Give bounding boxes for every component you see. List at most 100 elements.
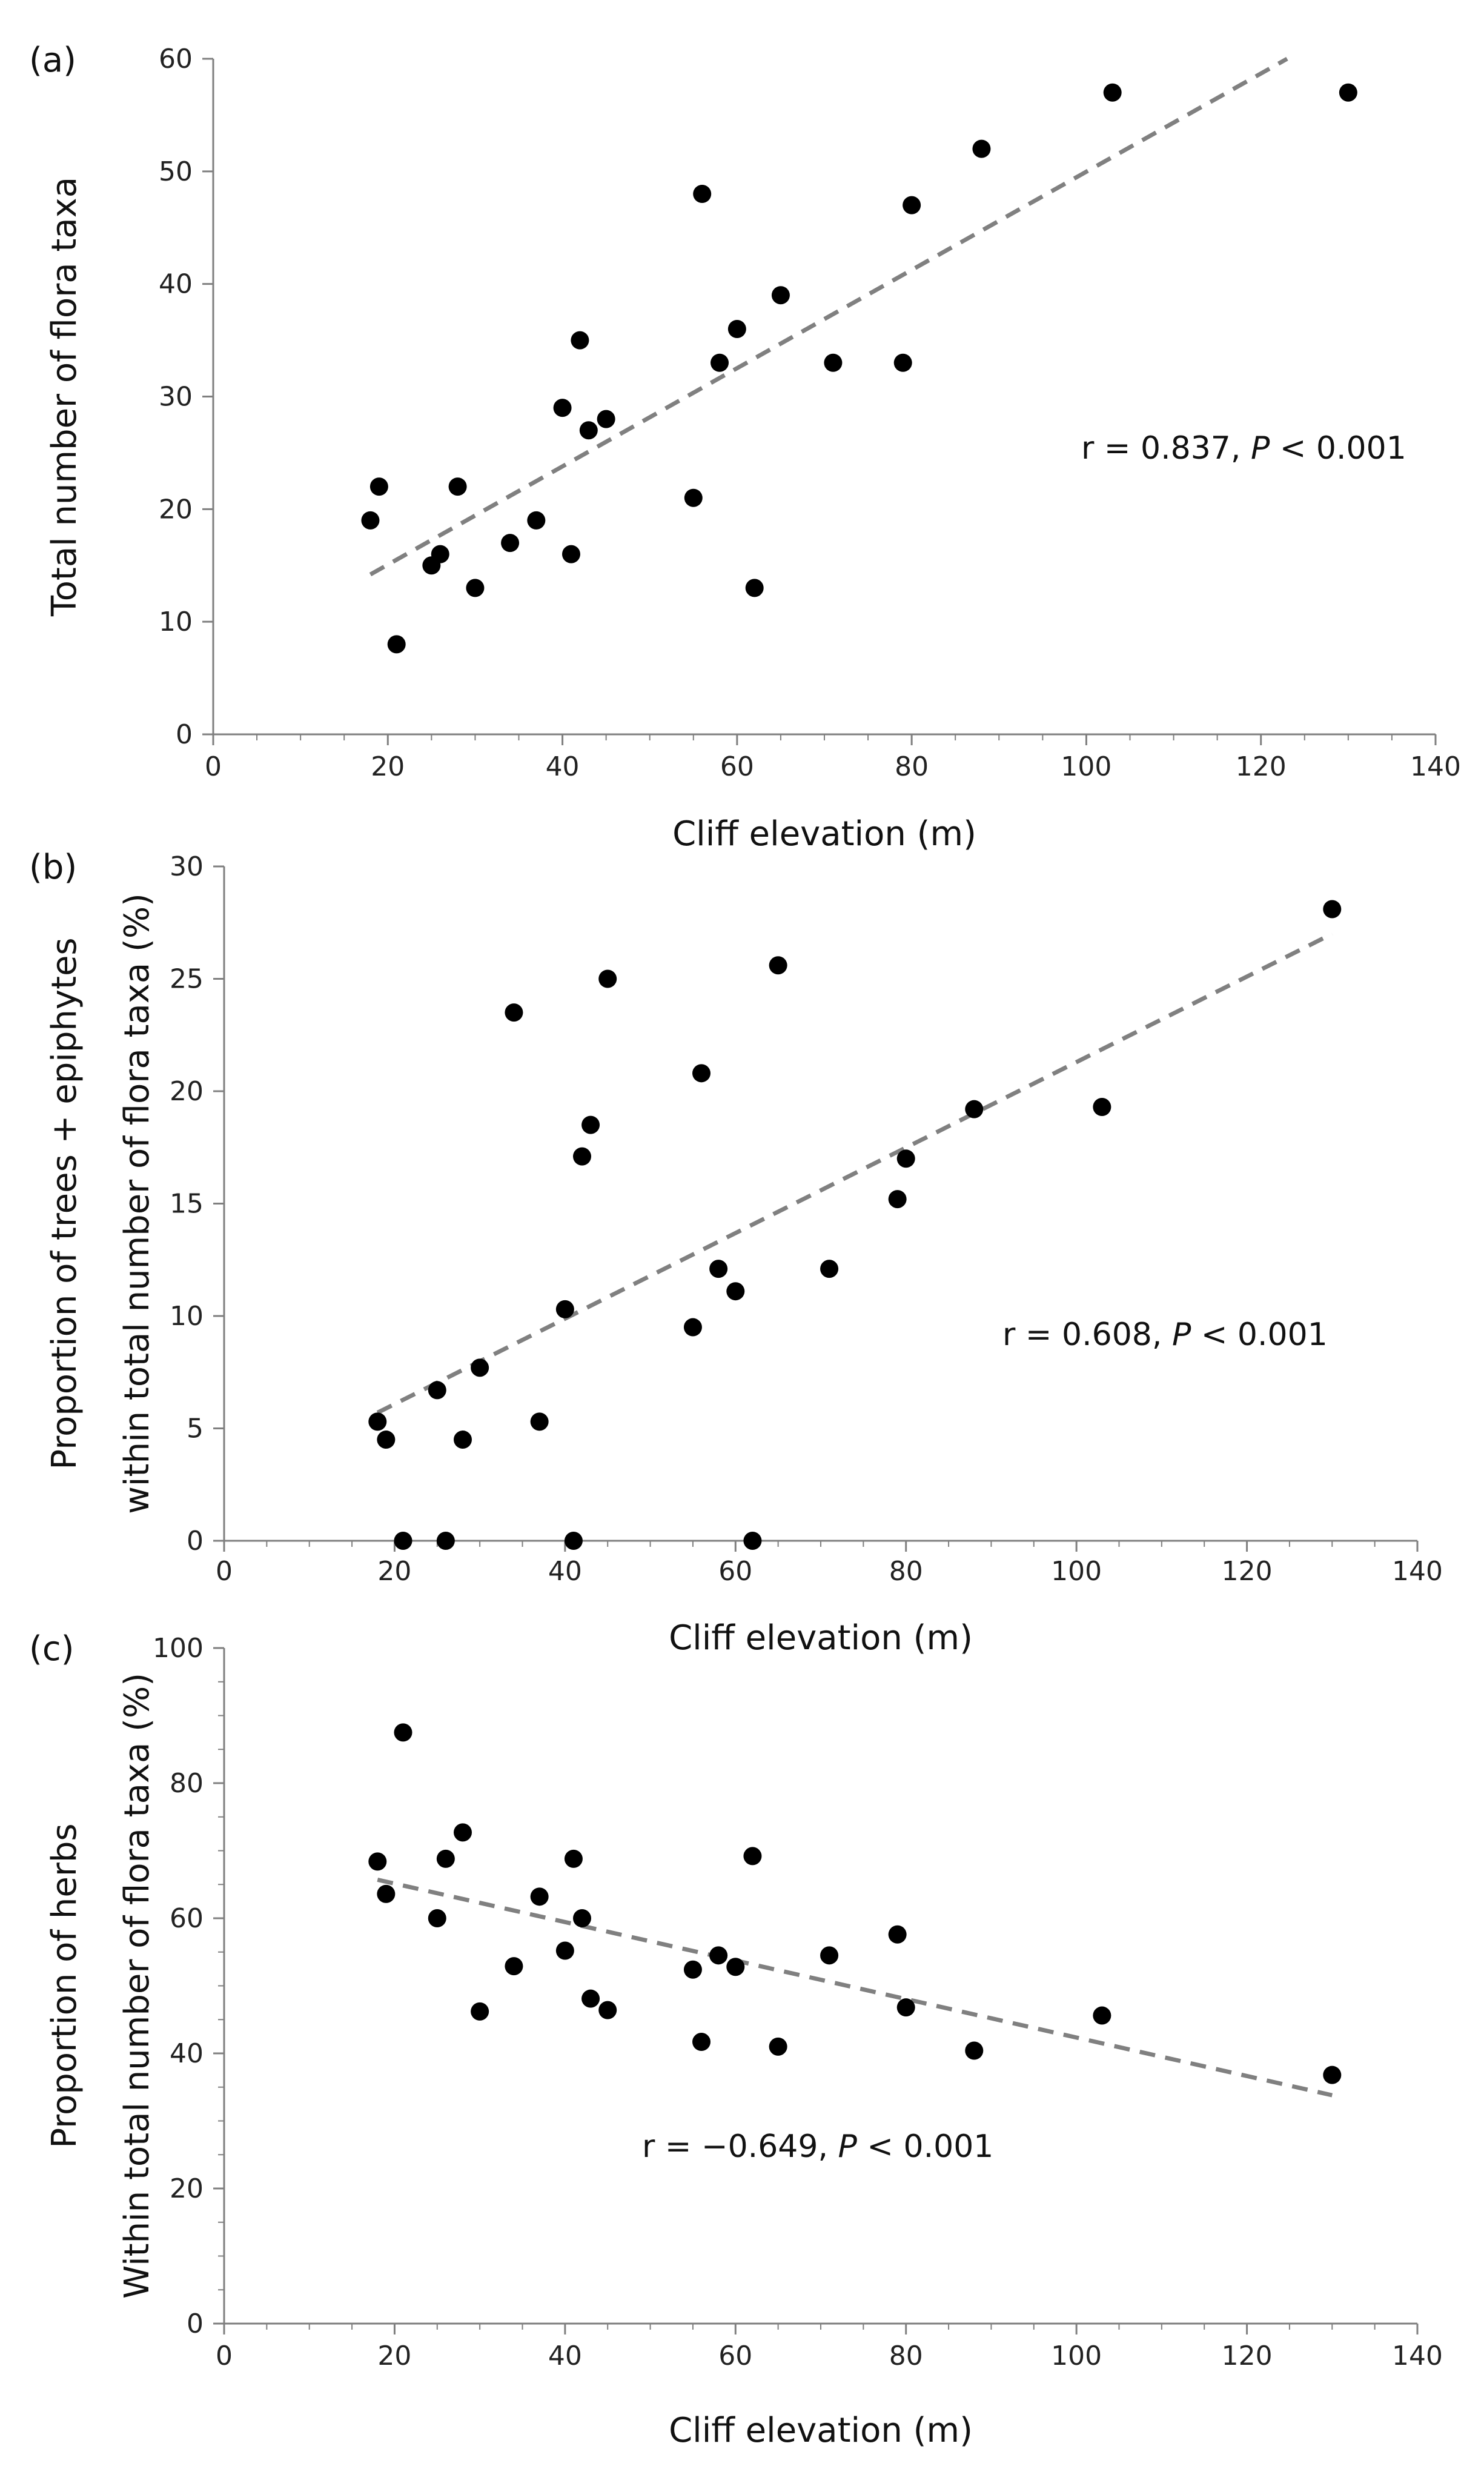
data-point (888, 1190, 907, 1209)
data-point (564, 1532, 583, 1550)
data-point (743, 1847, 762, 1866)
data-point (771, 286, 790, 305)
data-point (693, 185, 712, 203)
data-point (466, 579, 485, 597)
correlation-annotation: r = 0.837, P < 0.001 (1081, 430, 1406, 467)
data-point (683, 1960, 702, 1979)
x-tick-label: 40 (548, 1556, 582, 1587)
correlation-annotation: r = −0.649, P < 0.001 (642, 2128, 993, 2165)
data-point (387, 635, 406, 654)
y-tick-label: 50 (159, 156, 193, 187)
y-tick-label: 60 (170, 1903, 204, 1934)
y-tick-label: 25 (170, 964, 204, 995)
data-point (579, 421, 598, 440)
panel-b: 0 20 40 60 80 100 120 140 0 5 10 15 20 25 30 Cliff elev… (29, 848, 1443, 1658)
data-point (571, 331, 589, 350)
data-point (564, 1849, 583, 1868)
y-tick-label: 20 (159, 494, 193, 525)
data-point (1093, 2006, 1111, 2025)
correlation-annotation: r = 0.608, P < 0.001 (1002, 1317, 1328, 1353)
data-point (965, 2041, 984, 2060)
panel-label: (c) (29, 1629, 74, 1669)
data-point (530, 1887, 549, 1906)
trend-line (377, 1878, 1333, 2098)
x-tick-label: 120 (1222, 2341, 1273, 2371)
data-point (893, 353, 912, 372)
y-axis-title: within total number of flora taxa (%) (118, 893, 157, 1514)
data-point (824, 353, 843, 372)
data-point (361, 511, 380, 530)
data-point (598, 969, 617, 988)
data-point (965, 1100, 984, 1118)
data-point (1103, 83, 1122, 102)
data-point (505, 1957, 523, 1976)
data-point (726, 1958, 745, 1976)
data-point (820, 1946, 839, 1965)
data-point (1339, 83, 1357, 102)
x-tick-label: 140 (1392, 1556, 1443, 1587)
data-point (471, 2002, 489, 2021)
x-tick-label: 140 (1410, 751, 1461, 782)
annotation-r: r = −0.649, (642, 2128, 838, 2165)
x-tick-label: 20 (377, 2341, 411, 2371)
y-tick-label: 5 (187, 1414, 204, 1444)
x-axis-title: Cliff elevation (m) (669, 1618, 973, 1658)
y-tick-label: 80 (170, 1768, 204, 1799)
data-point (431, 545, 449, 563)
y-tick-label: 100 (153, 1633, 204, 1664)
data-point (1323, 900, 1342, 919)
data-point (896, 1149, 915, 1168)
y-tick-label: 0 (187, 1526, 204, 1557)
y-axis-title: Proportion of trees + epiphytes (45, 937, 84, 1469)
data-point (527, 511, 546, 530)
y-axis-title: Total number of flora taxa (45, 177, 84, 617)
data-point (888, 1925, 907, 1944)
x-tick-label: 0 (216, 2341, 233, 2371)
data-point (530, 1412, 549, 1431)
data-point (745, 579, 764, 597)
data-point (1093, 1097, 1111, 1116)
data-point (820, 1260, 839, 1278)
y-tick-label: 30 (170, 851, 204, 882)
data-point (896, 1998, 915, 2017)
y-axis-title: Proportion of herbs (45, 1823, 84, 2148)
data-point (684, 488, 703, 507)
data-point (709, 1946, 728, 1965)
annotation-r: r = 0.608, (1002, 1317, 1172, 1353)
x-tick-label: 60 (718, 2341, 752, 2371)
x-tick-label: 100 (1061, 751, 1111, 782)
y-tick-label: 15 (170, 1189, 204, 1220)
data-point (377, 1431, 396, 1449)
data-point (505, 1003, 523, 1022)
data-point (436, 1532, 455, 1550)
annotation-p-symbol: P (838, 2128, 858, 2165)
data-point (368, 1412, 387, 1431)
data-point (377, 1884, 396, 1903)
data-point (501, 534, 520, 553)
data-point (573, 1909, 591, 1927)
data-point (692, 2033, 711, 2052)
y-tick-label: 0 (187, 2308, 204, 2339)
x-tick-label: 20 (371, 751, 405, 782)
trend-line (369, 56, 1288, 577)
y-tick-label: 40 (170, 2038, 204, 2069)
x-axis-title: Cliff elevation (m) (672, 814, 976, 854)
data-point (553, 399, 572, 417)
data-point (573, 1147, 591, 1166)
data-point (727, 320, 746, 338)
y-tick-label: 20 (170, 2173, 204, 2204)
x-tick-label: 60 (718, 1556, 752, 1587)
data-point (743, 1532, 762, 1550)
panel-c: 0 20 40 60 80 100 120 140 0 20 40 60 80 100 Cliff elev… (29, 1629, 1443, 2450)
y-tick-label: 60 (159, 44, 193, 75)
annotation-r: r = 0.837, (1081, 430, 1251, 467)
y-tick-label: 0 (176, 719, 193, 750)
x-tick-label: 120 (1222, 1556, 1273, 1587)
data-point (369, 477, 388, 496)
x-tick-label: 120 (1236, 751, 1287, 782)
annotation-p-symbol: P (1172, 1317, 1191, 1353)
annotation-p-value: < 0.001 (1191, 1317, 1328, 1353)
data-point (428, 1381, 446, 1400)
